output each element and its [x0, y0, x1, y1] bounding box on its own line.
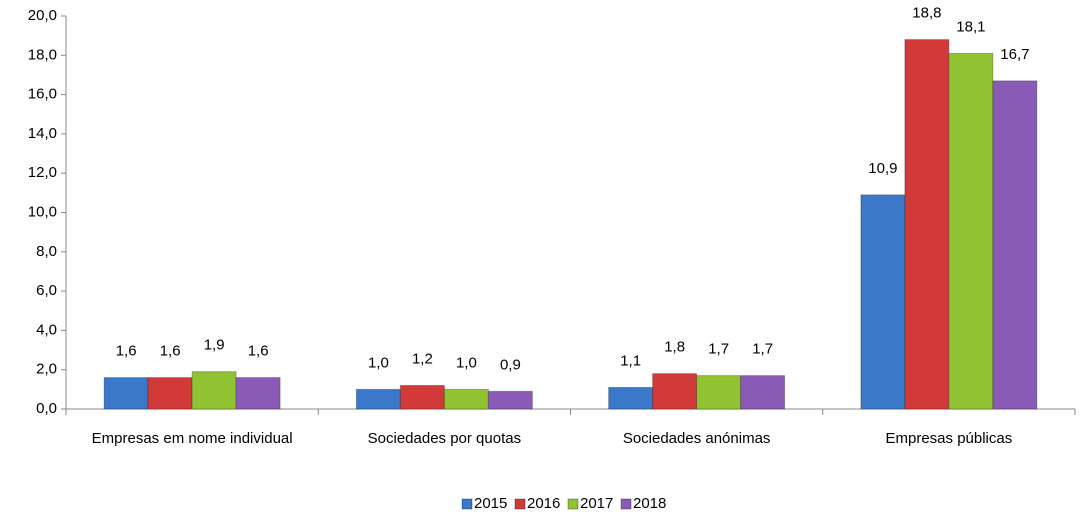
- y-tick-label: 0,0: [36, 400, 57, 417]
- legend-label: 2018: [633, 495, 666, 512]
- value-label: 18,8: [912, 5, 941, 22]
- x-tick-label: Sociedades por quotas: [367, 430, 522, 447]
- y-tick-label: 6,0: [36, 282, 57, 299]
- bar: [103, 377, 149, 410]
- bar: [740, 375, 786, 410]
- value-label: 0,9: [500, 356, 521, 373]
- legend-swatch: [461, 498, 473, 510]
- legend-swatch: [620, 498, 632, 510]
- bar: [904, 39, 950, 410]
- legend-swatch: [514, 498, 526, 510]
- value-label: 1,0: [456, 354, 477, 371]
- bar: [696, 375, 742, 410]
- value-label: 18,1: [956, 18, 985, 35]
- y-tick-label: 10,0: [28, 203, 57, 220]
- y-tick-label: 12,0: [28, 164, 57, 181]
- bar: [191, 371, 237, 410]
- x-tick-label: Empresas públicas: [885, 430, 1013, 447]
- y-tick-label: 8,0: [36, 243, 57, 260]
- value-label: 1,7: [752, 341, 773, 358]
- value-label: 16,7: [1000, 46, 1029, 63]
- bar: [948, 52, 994, 410]
- y-tick-label: 14,0: [28, 125, 57, 142]
- y-tick-label: 2,0: [36, 361, 57, 378]
- bar: [443, 388, 489, 410]
- legend-swatch: [567, 498, 579, 510]
- y-tick-label: 18,0: [28, 46, 57, 63]
- value-label: 1,6: [160, 343, 181, 360]
- y-tick-label: 4,0: [36, 321, 57, 338]
- legend-label: 2016: [527, 495, 560, 512]
- value-label: 1,6: [248, 343, 269, 360]
- value-label: 10,9: [868, 160, 897, 177]
- value-label: 1,9: [204, 337, 225, 354]
- value-label: 1,1: [620, 352, 641, 369]
- bar: [235, 377, 281, 410]
- bar: [860, 194, 906, 410]
- value-label: 1,8: [664, 339, 685, 356]
- bar: [652, 373, 698, 410]
- value-label: 1,7: [708, 341, 729, 358]
- legend-label: 2017: [580, 495, 613, 512]
- value-label: 1,6: [116, 343, 137, 360]
- value-label: 1,0: [368, 354, 389, 371]
- bar: [487, 390, 533, 410]
- y-tick-label: 16,0: [28, 86, 57, 103]
- value-label: 1,2: [412, 350, 433, 367]
- bar: [355, 388, 401, 410]
- bar: [992, 80, 1038, 410]
- bar: [399, 384, 445, 410]
- x-tick-label: Empresas em nome individual: [91, 430, 293, 447]
- bar: [608, 386, 654, 410]
- y-tick-label: 20,0: [28, 7, 57, 24]
- bar: [147, 377, 193, 410]
- legend-label: 2015: [474, 495, 507, 512]
- x-tick-label: Sociedades anónimas: [622, 430, 771, 447]
